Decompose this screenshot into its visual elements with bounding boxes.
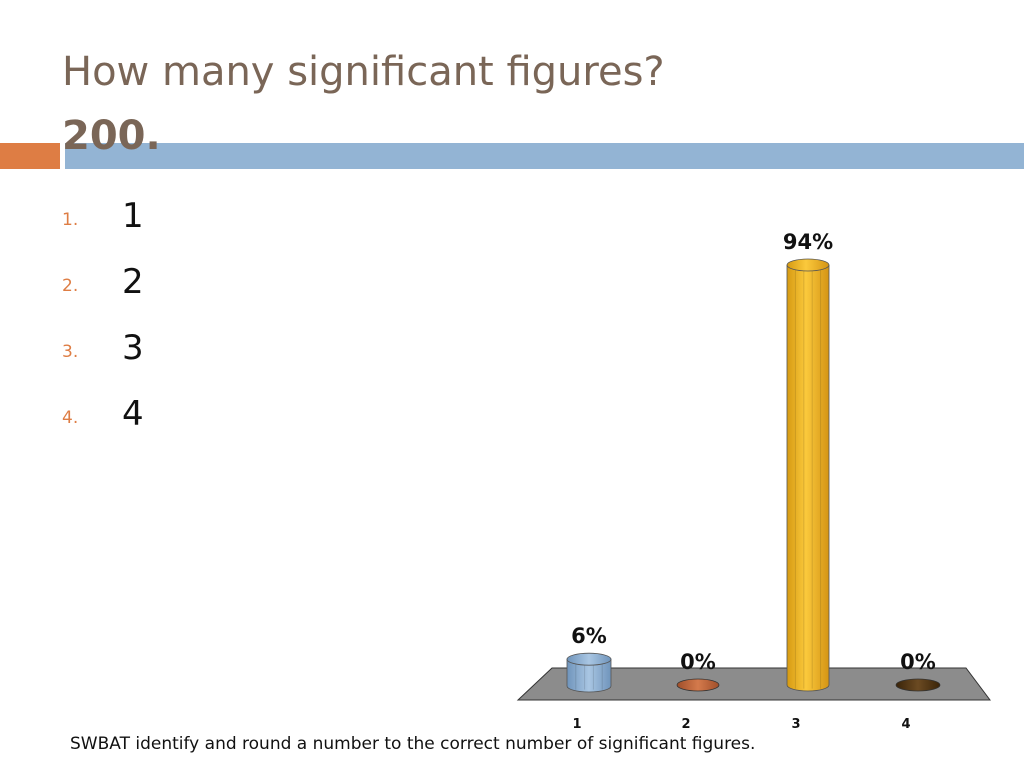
option-label: 4 [122, 394, 144, 434]
bar-2 [676, 678, 720, 692]
x-tick-label-1: 1 [572, 717, 581, 732]
bar-1 [566, 652, 612, 693]
accent-band-orange [0, 143, 60, 169]
slide-title: How many significant figures? [62, 49, 665, 95]
option-label: 2 [122, 262, 144, 302]
data-label-4: 0% [900, 650, 936, 674]
learning-objective: SWBAT identify and round a number to the… [70, 734, 756, 754]
data-label-1: 6% [571, 624, 607, 648]
option-label: 3 [122, 328, 144, 368]
option-number: 2. [62, 276, 79, 296]
accent-band-blue [65, 143, 1024, 169]
x-tick-label-4: 4 [901, 717, 910, 732]
option-number: 3. [62, 342, 79, 362]
data-label-2: 0% [680, 650, 716, 674]
question-number: 200. [62, 113, 161, 159]
data-label-3: 94% [783, 230, 833, 254]
option-number: 4. [62, 408, 79, 428]
option-number: 1. [62, 210, 79, 230]
bar-4 [895, 678, 941, 692]
x-tick-label-3: 3 [791, 717, 800, 732]
bar-3 [786, 258, 830, 692]
option-label: 1 [122, 196, 144, 236]
x-tick-label-2: 2 [681, 717, 690, 732]
